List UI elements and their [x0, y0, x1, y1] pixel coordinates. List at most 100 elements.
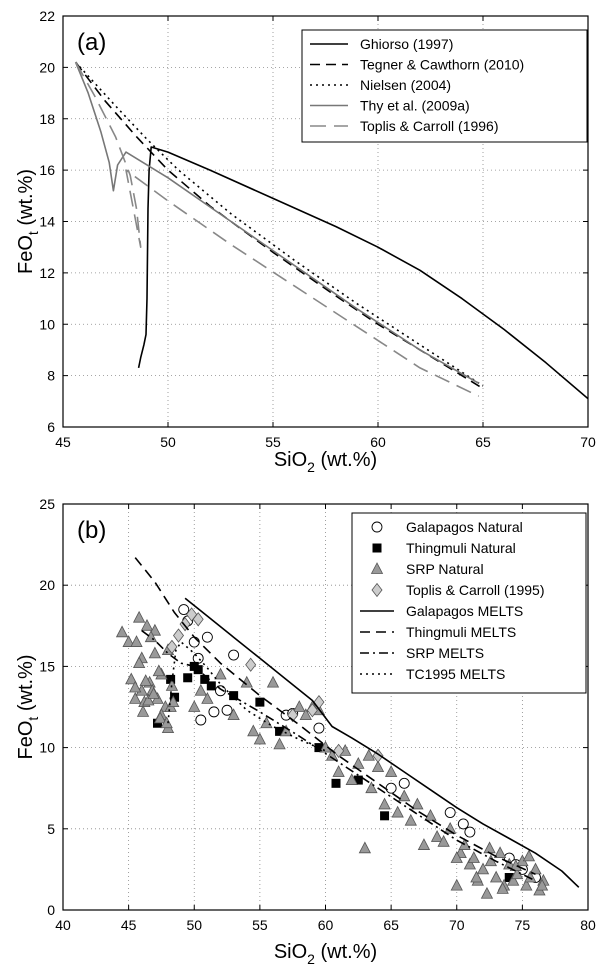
panel-b-point-square [353, 775, 363, 785]
panel-a-xtick-label: 70 [580, 434, 596, 450]
panel-b-legend-marker-circle [371, 521, 383, 533]
panel-b-legend-label: Thingmuli Natural [406, 540, 516, 556]
panel-b-legend: Galapagos Natural Thingmuli Natural SRP Na… [351, 512, 587, 694]
panel-a-panel-label: (a) [77, 29, 106, 56]
panel-a-ytick-label: 14 [39, 214, 55, 230]
panel-b-legend-marker-diamond [371, 582, 383, 598]
panel-b-point-triangle [362, 748, 375, 761]
panel-a-legend-label: Tegner & Cawthorn (2010) [360, 57, 524, 73]
panel-b-points-diamond [166, 607, 384, 763]
panel-b-legend-label: SRP Natural [406, 561, 484, 577]
panel-b-point-triangle [352, 756, 365, 769]
panel-b-xtick-label: 40 [55, 917, 71, 933]
panel-b-point-triangle [140, 618, 154, 631]
panel-b-point-triangle [332, 765, 345, 777]
panel-a-y-axis-label-unit: (wt.%) [15, 169, 37, 231]
panel-b-point-square [331, 778, 341, 788]
panel-b-point-circle [215, 685, 226, 697]
panel-b-point-square [229, 691, 239, 701]
panel-b-point-circle [192, 652, 204, 664]
panel-b-point-triangle [345, 773, 358, 785]
panel-b-legend-box [351, 512, 587, 694]
panel-b-point-triangle [493, 846, 507, 859]
panel-b-point-square [183, 673, 193, 683]
panel-a-legend-box [301, 29, 588, 143]
panel-b-point-diamond [179, 617, 191, 632]
panel-b-point-circle [228, 649, 240, 661]
panel-b-point-triangle [509, 859, 522, 872]
panel-b-xtick-label: 50 [186, 917, 202, 933]
panel-b-point-circle [444, 807, 456, 819]
panel-b-point-triangle [496, 882, 509, 894]
panel-b-xtick-label: 65 [383, 917, 399, 933]
panel-b-frame [62, 503, 589, 911]
panel-a-x-axis-label: SiO2 (wt.%) [274, 449, 377, 475]
panel-b-point-triangle [365, 781, 378, 794]
panel-b-point-square [166, 674, 176, 684]
panel-b-point-circle [188, 636, 200, 648]
panel-b-point-triangle [507, 873, 520, 886]
panel-b-chart: 40 45 50 55 60 65 70 75 80 0 5 10 15 20 25 (b) Galapagos… [15, 496, 596, 967]
panel-b-point-triangle [129, 692, 142, 704]
panel-b-x-axis-label-main: SiO [274, 941, 307, 963]
panel-b-point-triangle [253, 732, 267, 745]
panel-b-point-triangle [136, 705, 150, 717]
panel-b-point-triangle [480, 886, 494, 899]
panel-b-point-triangle [522, 849, 536, 862]
panel-a-xtick-label: 65 [475, 434, 491, 450]
panel-b-point-triangle [132, 656, 146, 669]
panel-b-point-triangle [463, 857, 477, 870]
panel-b-point-square [275, 726, 285, 736]
panel-a-chart: 45 50 55 60 65 70 6 8 10 12 14 16 18 20 22 (a) Ghiorso (… [15, 8, 596, 475]
panel-b-series-line-2 [141, 630, 536, 882]
panel-a-ytick-label: 16 [39, 162, 55, 178]
panel-b-point-circle [313, 722, 325, 734]
panel-b-point-triangle [130, 635, 143, 647]
panel-b-y-axis-label-sub: t [25, 717, 41, 721]
panel-b-x-axis-label-unit: (wt.%) [315, 941, 377, 963]
panel-b-point-circle [464, 826, 476, 838]
panel-b-point-triangle [132, 610, 146, 623]
panel-b-point-triangle [299, 708, 312, 721]
panel-b-legend-label: SRP MELTS [406, 645, 484, 661]
panel-b-series-line-3 [167, 641, 326, 752]
panel-b-series-line-1 [134, 557, 536, 876]
panel-b-point-triangle [142, 693, 155, 706]
panel-b-point-triangle [148, 646, 162, 659]
panel-b-y-axis-label-main: FeO [15, 721, 37, 760]
panel-b-xtick-label: 60 [318, 917, 334, 933]
panel-b-point-triangle [424, 808, 437, 821]
panel-b-point-triangle [147, 687, 160, 699]
panel-a-series-line-4 [74, 61, 480, 397]
panel-b-point-triangle [450, 878, 463, 891]
panel-a-series-line-3 [74, 61, 480, 384]
panel-b-point-triangle [266, 675, 280, 688]
panel-b-point-square [380, 811, 390, 821]
panel-b-point-triangle [129, 680, 142, 693]
panel-b-point-circle [195, 714, 207, 726]
panel-b-point-square [170, 692, 180, 702]
panel-a-x-axis-label-main: SiO [274, 449, 307, 471]
panel-b-point-square [255, 697, 265, 707]
panel-b-point-triangle [371, 760, 385, 772]
panel-b-legend-label: TC1995 MELTS [406, 666, 505, 682]
panel-a-series-line-2 [75, 61, 484, 387]
panel-b-point-circle [457, 818, 469, 830]
panel-b-point-triangle [122, 635, 135, 647]
panel-a-y-axis-label-main: FeO [15, 235, 37, 274]
panel-b-ytick-label: 0 [47, 902, 55, 918]
panel-b-point-square [200, 674, 210, 684]
panel-b-point-diamond [333, 743, 345, 759]
panel-a-legend-label: Thy et al. (2009a) [360, 98, 470, 114]
panel-b-point-triangle [201, 692, 214, 704]
panel-a-xtick-label: 55 [265, 434, 281, 450]
panel-b-y-axis-label: FeOt (wt.%) [15, 654, 41, 759]
panel-b-point-circle [201, 631, 213, 643]
panel-b-point-triangle [160, 716, 173, 729]
panel-b-point-circle [208, 706, 220, 718]
panel-a-xtick-label: 45 [55, 434, 71, 450]
panel-b-ytick-label: 10 [39, 740, 55, 756]
panel-a-ytick-label: 6 [47, 419, 55, 435]
panel-a-legend: Ghiorso (1997) Tegner & Cawthorn (2010) Ni… [301, 29, 588, 143]
